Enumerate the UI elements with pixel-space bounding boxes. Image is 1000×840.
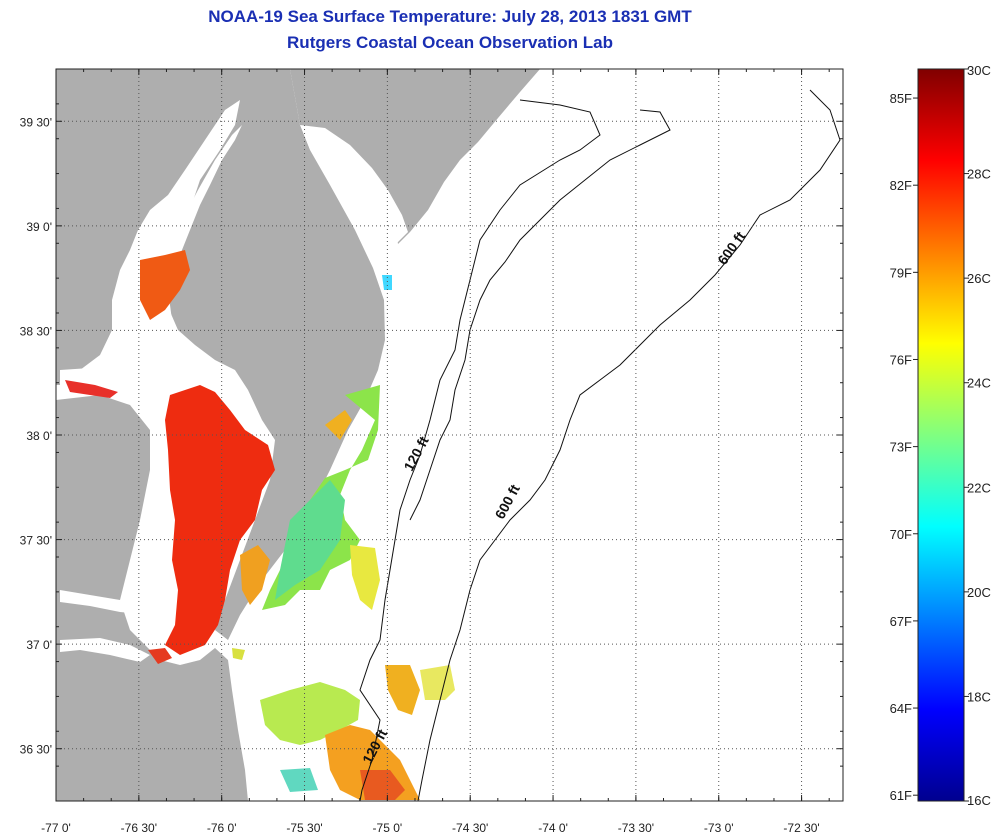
virginia-land (56, 395, 248, 801)
colorbar (917, 68, 965, 802)
map-axes: -77 0' -76 30' -76 0' -75 30' -75 0' -74 30' -… (20, 68, 843, 835)
colorbar-celsius-label: 30C (967, 63, 991, 78)
sst-south-green (260, 682, 360, 745)
lat-tick-label: 36 30' (20, 743, 52, 757)
sst-inlet-orange (240, 545, 270, 605)
contour-600ft (417, 89, 841, 801)
delaware-bay (300, 125, 408, 245)
colorbar-fahrenheit-label: 67F (890, 614, 912, 629)
colorbar-fahrenheit-label: 76F (890, 352, 912, 367)
lat-tick-label: 38 30' (20, 324, 52, 338)
colorbar-celsius-label: 28C (967, 167, 991, 182)
sst-south-cyan (280, 768, 318, 792)
colorbar-celsius-label: 16C (967, 793, 991, 808)
lon-tick-label: -76 0' (207, 821, 237, 835)
james-river (60, 638, 150, 662)
lon-tick-label: -73 30' (618, 821, 654, 835)
sst-upper-bay (140, 250, 190, 320)
lon-tick-label: -72 30' (783, 821, 819, 835)
lat-tick-label: 37 0' (26, 638, 52, 652)
sst-pixels (65, 250, 455, 800)
sst-nj-cyan (382, 275, 392, 290)
map-title: NOAA-19 Sea Surface Temperature: July 28… (208, 7, 692, 26)
york-river (60, 590, 150, 615)
lat-tick-label: 37 30' (20, 534, 52, 548)
colorbar-fahrenheit-label: 61F (890, 788, 912, 803)
colorbar-celsius-label: 22C (967, 480, 991, 495)
lon-tick-label: -75 0' (373, 821, 403, 835)
lon-tick-label: -73 0' (704, 821, 734, 835)
new-jersey-land (290, 69, 540, 244)
contour-120ft (359, 99, 601, 801)
sst-south-yellow (420, 665, 455, 700)
lat-tick-label: 39 0' (26, 220, 52, 234)
sst-coastal-cyan (275, 480, 345, 600)
sst-cape-yellow (232, 648, 245, 660)
lon-tick-label: -74 30' (452, 821, 488, 835)
contour-120ft-shelf (409, 109, 671, 521)
colorbar-fahrenheit-label: 85F (890, 91, 912, 106)
land-layer (56, 69, 540, 801)
lon-tick-label: -74 0' (538, 821, 568, 835)
colorbar-fahrenheit-label: 70F (890, 527, 912, 542)
colorbar-celsius-label: 18C (967, 689, 991, 704)
colorbar-ticks: 30C 28C 26C 24C 22C 20C 18C 16C 85F 82F 79F 76F 73F 7… (890, 63, 991, 808)
lat-tick-label: 38 0' (26, 429, 52, 443)
sst-coastal-orange (325, 410, 352, 440)
sst-south-red (360, 770, 405, 800)
sst-mid-yellow (350, 545, 380, 610)
colorbar-celsius-label: 26C (967, 271, 991, 286)
colorbar-fahrenheit-label: 64F (890, 701, 912, 716)
colorbar-fahrenheit-label: 82F (890, 178, 912, 193)
lon-tick-label: -77 0' (41, 821, 71, 835)
sst-bay-mouth (148, 648, 172, 664)
map-layers (56, 69, 843, 801)
colorbar-fahrenheit-label: 79F (890, 265, 912, 280)
lon-tick-label: -75 30' (286, 821, 322, 835)
lon-tick-label: -76 30' (121, 821, 157, 835)
bathymetry-contours (359, 89, 841, 801)
lat-tick-label: 39 30' (20, 115, 52, 129)
colorbar-fahrenheit-label: 73F (890, 440, 912, 455)
delmarva-land (56, 69, 385, 640)
colorbar-celsius-label: 24C (967, 376, 991, 391)
colorbar-celsius-label: 20C (967, 585, 991, 600)
map-subtitle: Rutgers Coastal Ocean Observation Lab (287, 33, 613, 52)
sst-chesapeake-main (165, 385, 275, 655)
sst-potomac (65, 380, 118, 398)
sst-south-orange-2 (385, 665, 420, 715)
